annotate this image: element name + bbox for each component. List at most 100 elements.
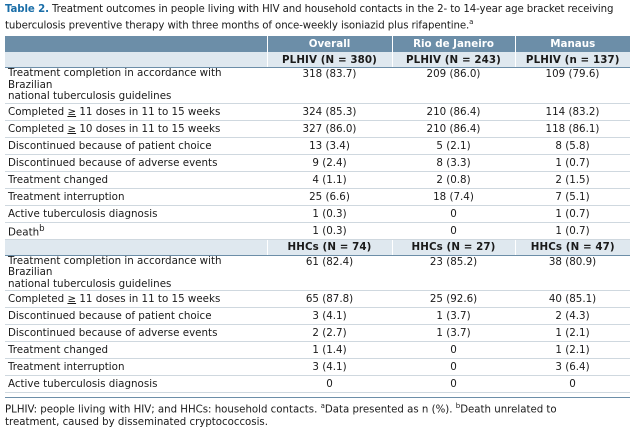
row-label-line: Treatment completion in accordance with … <box>8 254 222 279</box>
row-label-text: Death <box>8 226 40 239</box>
value-cell: 4 (1.1) <box>267 171 392 189</box>
table-row: Completed ≥ 11 doses in 11 to 15 weeks 32… <box>5 103 630 121</box>
table-row: Treatment completion in accordance with … <box>5 68 630 104</box>
row-label: Active tuberculosis diagnosis <box>5 375 267 394</box>
row-label-text: Active tuberculosis diagnosis <box>8 207 158 220</box>
table-row: Treatment interruption 3 (4.1) 0 3 (6.4) <box>5 358 630 377</box>
row-label-text: Treatment interruption <box>8 190 125 203</box>
footnote-text: treatment, caused by disseminated crypto… <box>5 417 268 429</box>
table-row: Treatment interruption 25 (6.6) 18 (7.4) 7 … <box>5 188 630 206</box>
value-cell: 1 (3.7) <box>392 307 515 326</box>
value-cell: 3 (6.4) <box>515 358 630 377</box>
row-label-text: 11 doses in 11 to 15 weeks <box>76 105 221 118</box>
value-cell: 210 (86.4) <box>392 120 515 138</box>
group-header-cell: HHCs (N = 74) <box>266 238 392 256</box>
value-cell: 38 (80.9) <box>515 255 630 292</box>
col-header-overall: Overall <box>266 36 392 52</box>
value-cell: 0 <box>515 375 630 394</box>
value-cell: 0 <box>392 341 515 360</box>
value-cell: 23 (85.2) <box>392 255 515 292</box>
value-cell: 318 (83.7) <box>267 67 392 104</box>
value-cell: 0 <box>392 358 515 377</box>
table-row: Discontinued because of adverse events 9 … <box>5 154 630 172</box>
value-cell: 61 (82.4) <box>267 255 392 292</box>
ge-symbol: ≥ <box>67 293 77 306</box>
value-cell: 2 (0.8) <box>392 171 515 189</box>
caption-marker: a <box>469 18 474 26</box>
col-header-rio: Rio de Janeiro <box>391 36 515 52</box>
value-cell: 114 (83.2) <box>515 103 630 121</box>
footnote-marker-a: a <box>320 402 325 411</box>
table-row: Completed ≥ 11 doses in 11 to 15 weeks 65… <box>5 290 630 309</box>
value-cell: 25 (6.6) <box>267 188 392 206</box>
footnote-text: Death unrelated to <box>460 404 557 416</box>
table-row: Treatment changed 4 (1.1) 2 (0.8) 2 (1.5) <box>5 171 630 189</box>
value-cell: 25 (92.6) <box>392 290 515 309</box>
value-cell: 1 (0.3) <box>267 222 392 240</box>
group-header-cell: HHCs (N = 47) <box>514 238 630 256</box>
table-row: Discontinued because of adverse events 2 … <box>5 324 630 343</box>
table-row: Completed ≥ 10 doses in 11 to 15 weeks 32… <box>5 120 630 138</box>
row-label: Discontinued because of patient choice <box>5 137 267 155</box>
value-cell: 1 (0.7) <box>515 205 630 223</box>
col-header-manaus: Manaus <box>514 36 630 52</box>
row-label: Treatment completion in accordance with … <box>5 68 267 104</box>
row-label: Treatment changed <box>5 341 267 360</box>
row-label-text: Completed <box>8 105 68 118</box>
value-cell: 18 (7.4) <box>392 188 515 206</box>
ge-symbol: ≥ <box>67 122 77 135</box>
row-label: Completed ≥ 11 doses in 11 to 15 weeks <box>5 290 267 309</box>
value-cell: 324 (85.3) <box>267 103 392 121</box>
table-row: Discontinued because of patient choice 3 … <box>5 307 630 326</box>
value-cell: 5 (2.1) <box>392 137 515 155</box>
table-label: Table 2. <box>5 4 49 15</box>
value-cell: 210 (86.4) <box>392 103 515 121</box>
row-label-text: Discontinued because of patient choice <box>8 310 212 323</box>
group-header-cell: HHCs (N = 27) <box>391 238 515 256</box>
value-cell: 3 (4.1) <box>267 358 392 377</box>
value-cell: 8 (5.8) <box>515 137 630 155</box>
row-label-text: Treatment changed <box>8 173 109 186</box>
footnote-marker-b: b <box>455 402 461 411</box>
row-label: Treatment interruption <box>5 188 267 206</box>
row-label: Treatment interruption <box>5 358 267 377</box>
value-cell: 1 (2.1) <box>515 341 630 360</box>
row-label-line: national tuberculosis guidelines <box>8 90 172 103</box>
value-cell: 3 (4.1) <box>267 307 392 326</box>
outcomes-table: Overall Rio de Janeiro Manaus PLHIV (N =… <box>5 36 630 394</box>
group-header-cell <box>5 51 267 69</box>
group-header-cell: PLHIV (N = 243) <box>391 51 515 69</box>
row-label: Completed ≥ 11 doses in 11 to 15 weeks <box>5 103 267 121</box>
row-label: Completed ≥ 10 doses in 11 to 15 weeks <box>5 120 267 138</box>
value-cell: 7 (5.1) <box>515 188 630 206</box>
row-label-text: Treatment changed <box>8 344 109 357</box>
row-label-text: Discontinued because of adverse events <box>8 156 218 169</box>
table-row: Active tuberculosis diagnosis 0 0 0 <box>5 375 630 394</box>
footnote-marker: b <box>39 223 45 234</box>
value-cell: 327 (86.0) <box>267 120 392 138</box>
ge-symbol: ≥ <box>67 105 77 118</box>
table-row: Discontinued because of patient choice 13… <box>5 137 630 155</box>
caption-line-2: tuberculosis preventive therapy with thr… <box>5 20 470 32</box>
row-label-text: Discontinued because of patient choice <box>8 139 212 152</box>
value-cell: 2 (4.3) <box>515 307 630 326</box>
value-cell: 1 (2.1) <box>515 324 630 343</box>
row-label: Discontinued because of patient choice <box>5 307 267 326</box>
value-cell: 1 (3.7) <box>392 324 515 343</box>
row-label: Discontinued because of adverse events <box>5 154 267 172</box>
col-header-label <box>5 36 267 52</box>
footnote-text: PLHIV: people living with HIV; and HHCs:… <box>5 404 321 416</box>
value-cell: 0 <box>267 375 392 394</box>
value-cell: 0 <box>392 205 515 223</box>
table-footnote: PLHIV: people living with HIV; and HHCs:… <box>5 397 630 429</box>
row-label: Deathb <box>5 222 267 240</box>
table-caption: Table 2. Treatment outcomes in people li… <box>5 4 630 32</box>
group-header-cell: PLHIV (N = 380) <box>266 51 392 69</box>
value-cell: 8 (3.3) <box>392 154 515 172</box>
row-label-text: Discontinued because of adverse events <box>8 327 218 340</box>
row-label: Discontinued because of adverse events <box>5 324 267 343</box>
row-label-line: national tuberculosis guidelines <box>8 277 172 290</box>
value-cell: 65 (87.8) <box>267 290 392 309</box>
value-cell: 1 (0.7) <box>515 222 630 240</box>
row-label: Treatment completion in accordance with … <box>5 254 267 292</box>
